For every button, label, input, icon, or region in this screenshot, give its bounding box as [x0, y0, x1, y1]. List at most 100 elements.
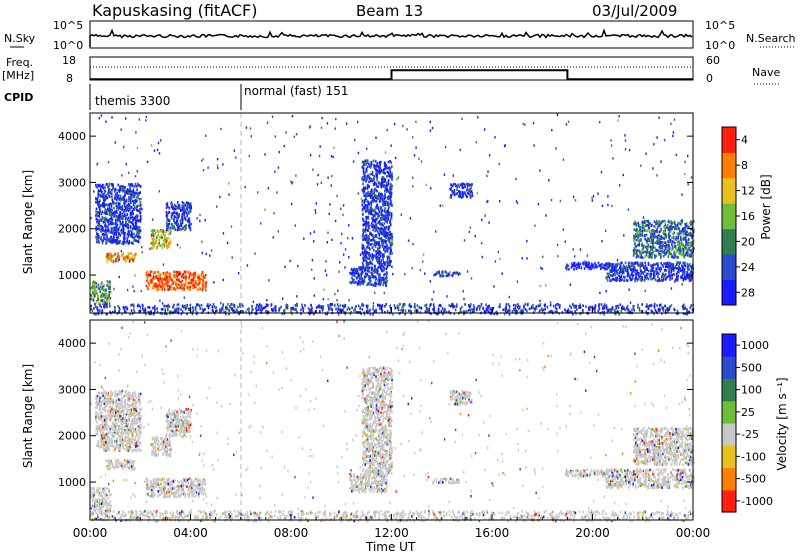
- data-cell: [657, 272, 660, 276]
- data-cell: [686, 254, 689, 257]
- data-cell: [196, 303, 199, 306]
- data-cell: [388, 166, 391, 169]
- data-cell: [178, 206, 180, 210]
- data-cell: [656, 236, 658, 239]
- data-cell: [677, 247, 680, 250]
- data-cell: [121, 253, 123, 257]
- data-cell: [131, 227, 134, 231]
- data-cell: [668, 262, 671, 266]
- data-cell: [389, 251, 391, 255]
- data-cell: [682, 307, 684, 311]
- data-cell: [683, 256, 685, 259]
- data-cell: [116, 257, 119, 261]
- data-cell: [134, 254, 136, 257]
- data-cell: [190, 207, 193, 210]
- data-cell: [681, 243, 683, 247]
- data-cell: [646, 241, 648, 244]
- data-cell: [123, 227, 125, 231]
- data-cell: [270, 308, 273, 311]
- data-cell: [383, 268, 385, 272]
- data-cell: [389, 175, 391, 178]
- data-cell: [242, 304, 244, 308]
- data-cell: [368, 235, 370, 238]
- data-cell: [546, 306, 549, 309]
- data-cell: [657, 249, 660, 253]
- data-cell: [159, 299, 161, 302]
- data-cell: [176, 275, 179, 278]
- data-cell: [168, 229, 170, 232]
- data-cell: [110, 221, 112, 224]
- data-cell: [355, 281, 357, 284]
- data-cell: [99, 187, 102, 190]
- data-cell: [96, 198, 99, 201]
- data-cell: [378, 243, 380, 246]
- data-cell: [367, 207, 369, 210]
- data-cell: [687, 233, 690, 237]
- data-cell: [614, 277, 617, 281]
- data-cell: [635, 275, 637, 278]
- data-cell: [442, 312, 444, 315]
- data-cell: [686, 270, 688, 274]
- data-cell: [328, 308, 330, 312]
- data-cell: [118, 196, 120, 200]
- data-cell: [373, 249, 375, 252]
- data-cell: [645, 310, 647, 314]
- data-cell: [654, 229, 657, 233]
- data-cell: [659, 238, 661, 241]
- data-cell: [389, 168, 391, 172]
- data-cell: [150, 281, 152, 284]
- data-cell: [359, 268, 361, 271]
- data-cell: [364, 230, 367, 233]
- data-cell: [637, 277, 640, 281]
- data-cell: [360, 267, 363, 270]
- data-cell: [652, 229, 655, 232]
- data-cell: [458, 194, 460, 198]
- data-cell: [369, 254, 372, 257]
- data-cell: [605, 264, 607, 267]
- data-cell: [660, 228, 663, 232]
- data-cell: [257, 305, 260, 308]
- data-cell: [388, 231, 390, 235]
- data-cell: [148, 284, 151, 287]
- data-cell: [93, 286, 95, 289]
- data-cell: [650, 303, 653, 307]
- data-cell: [128, 197, 130, 201]
- data-cell: [654, 274, 656, 278]
- data-cell: [189, 228, 192, 232]
- data-cell: [636, 232, 639, 236]
- data-cell: [664, 262, 667, 265]
- data-cell: [129, 216, 132, 220]
- data-cell: [656, 219, 658, 223]
- data-cell: [619, 264, 622, 267]
- data-cell: [138, 184, 140, 187]
- data-cell: [603, 266, 605, 270]
- data-cell: [113, 253, 116, 257]
- data-cell: [119, 188, 122, 191]
- data-cell: [618, 266, 621, 270]
- data-cell: [385, 303, 387, 306]
- nsky-label: N.Sky: [4, 32, 36, 45]
- data-cell: [368, 309, 371, 312]
- data-cell: [118, 213, 120, 217]
- data-cell: [686, 275, 689, 279]
- data-cell: [511, 310, 514, 313]
- data-cell: [380, 177, 383, 181]
- data-cell: [108, 212, 111, 215]
- data-cell: [669, 230, 672, 234]
- data-cell: [148, 280, 150, 283]
- data-cell: [123, 202, 125, 205]
- data-cell: [389, 160, 391, 163]
- data-cell: [373, 166, 376, 170]
- data-cell: [633, 222, 635, 226]
- data-cell: [371, 208, 374, 211]
- data-cell: [635, 277, 638, 280]
- data-cell: [661, 246, 663, 249]
- data-cell: [664, 223, 667, 226]
- data-cell: [362, 182, 364, 186]
- data-cell: [385, 277, 387, 280]
- data-cell: [150, 144, 153, 147]
- data-cell: [656, 226, 659, 229]
- data-cell: [670, 269, 673, 272]
- data-cell: [646, 223, 649, 227]
- data-cell: [130, 201, 132, 204]
